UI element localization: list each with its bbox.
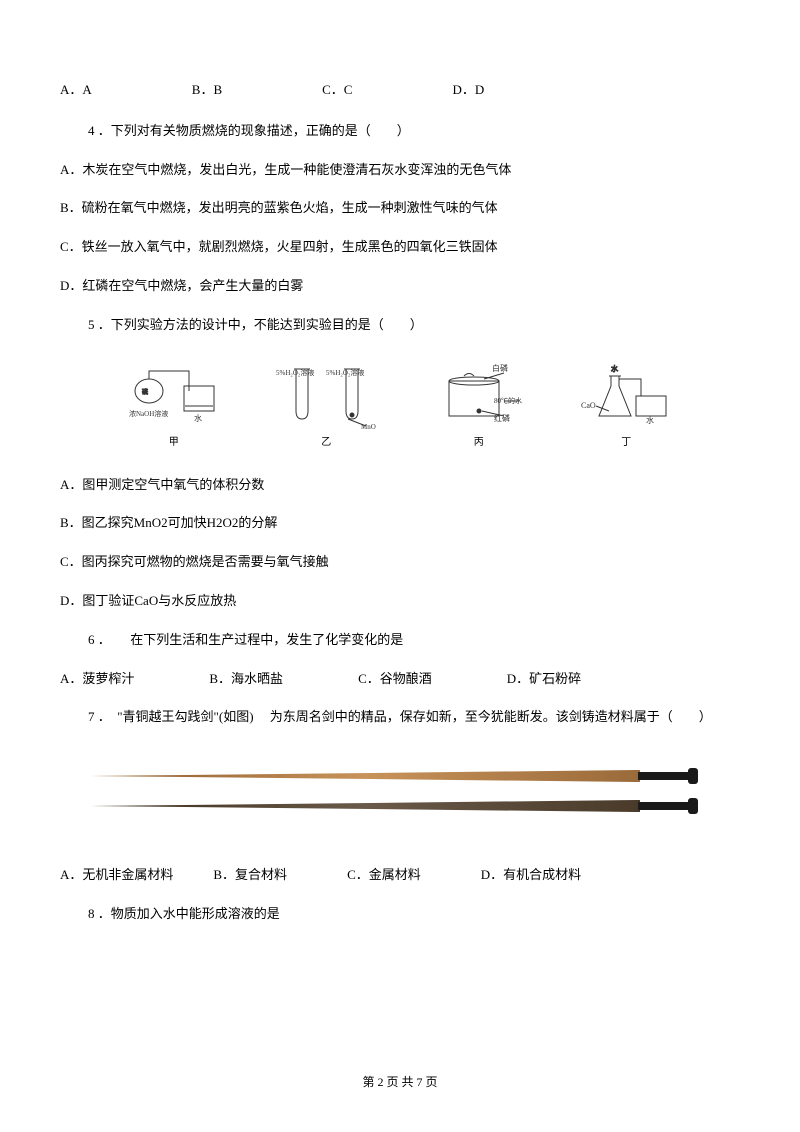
q7-options: A．无机非金属材料 B．复合材料 C．金属材料 D．有机合成材料 <box>60 865 740 886</box>
q7-option-b: B．复合材料 <box>213 865 287 886</box>
q6-option-a: A．菠萝榨汁 <box>60 669 134 690</box>
choice-c: C．C <box>322 80 352 101</box>
svg-text:硫: 硫 <box>142 388 148 396</box>
question-6: 6 ． 在下列生活和生产过程中，发生了化学变化的是 <box>60 630 740 651</box>
bronze-sword-icon <box>80 758 720 828</box>
diagram-bing: 白磷 80℃的水 红磷 丙 <box>434 361 524 451</box>
question-4: 4 ．下列对有关物质燃烧的现象描述，正确的是（ ） <box>60 121 740 142</box>
flask-diagram-icon: 硫 浓NaOH溶液 水 <box>129 361 219 431</box>
q6-options: A．菠萝榨汁 B．海水晒盐 C．谷物酿酒 D．矿石粉碎 <box>60 669 740 690</box>
svg-text:水: 水 <box>194 413 202 423</box>
svg-text:CaO: CaO <box>581 401 596 410</box>
diagram-ding-label: 丁 <box>621 435 631 451</box>
q6-option-c: C．谷物酿酒 <box>358 669 432 690</box>
q7-option-c: C．金属材料 <box>347 865 421 886</box>
choice-a: A．A <box>60 80 92 101</box>
diagram-bing-label: 丙 <box>474 435 484 451</box>
svg-text:5%H₂O₂溶液: 5%H₂O₂溶液 <box>276 368 314 377</box>
diagram-ding: 水 CaO 水 丁 <box>581 361 671 451</box>
q5-option-a: A．图甲测定空气中氧气的体积分数 <box>60 475 740 496</box>
choice-b: B．B <box>192 80 222 101</box>
choice-d: D．D <box>452 80 484 101</box>
erlenmeyer-diagram-icon: 水 CaO 水 <box>581 361 671 431</box>
svg-text:白磷: 白磷 <box>492 363 508 373</box>
q4-option-a: A．木炭在空气中燃烧，发出白光，生成一种能使澄清石灰水变浑浊的无色气体 <box>60 160 740 181</box>
q5-option-d: D．图丁验证CaO与水反应放热 <box>60 591 740 612</box>
svg-text:浓NaOH溶液: 浓NaOH溶液 <box>129 409 168 418</box>
svg-text:水: 水 <box>646 415 654 425</box>
question-5: 5 ．下列实验方法的设计中，不能达到实验目的是（ ） <box>60 315 740 336</box>
svg-text:MnO₂: MnO₂ <box>361 423 376 431</box>
testtube-diagram-icon: 5%H₂O₂溶液 5%H₂O₂溶液 MnO₂ <box>276 361 376 431</box>
page-footer: 第 2 页 共 7 页 <box>0 1073 800 1092</box>
svg-text:水: 水 <box>611 364 618 373</box>
svg-text:5%H₂O₂溶液: 5%H₂O₂溶液 <box>326 368 364 377</box>
diagram-yi-label: 乙 <box>321 435 331 451</box>
q6-option-d: D．矿石粉碎 <box>507 669 581 690</box>
q4-option-c: C．铁丝一放入氧气中，就剧烈燃烧，火星四射，生成黑色的四氧化三铁固体 <box>60 237 740 258</box>
q5-option-c: C．图丙探究可燃物的燃烧是否需要与氧气接触 <box>60 552 740 573</box>
q5-option-b: B．图乙探究MnO2可加快H2O2的分解 <box>60 513 740 534</box>
sword-image <box>80 758 740 835</box>
q7-option-d: D．有机合成材料 <box>481 865 581 886</box>
question-8: 8 ．物质加入水中能形成溶液的是 <box>60 904 740 925</box>
diagram-jia: 硫 浓NaOH溶液 水 甲 <box>129 361 219 451</box>
diagram-yi: 5%H₂O₂溶液 5%H₂O₂溶液 MnO₂ 乙 <box>276 361 376 451</box>
beaker-diagram-icon: 白磷 80℃的水 红磷 <box>434 361 524 431</box>
q4-option-b: B．硫粉在氧气中燃烧，发出明亮的蓝紫色火焰，生成一种刺激性气味的气体 <box>60 198 740 219</box>
q7-option-a: A．无机非金属材料 <box>60 865 173 886</box>
experiment-diagrams: 硫 浓NaOH溶液 水 甲 5%H₂O₂溶液 5%H₂O₂溶液 MnO₂ 乙 <box>100 356 700 451</box>
q6-option-b: B．海水晒盐 <box>209 669 283 690</box>
answer-choices-row: A．A B．B C．C D．D <box>60 80 740 101</box>
svg-text:80℃的水: 80℃的水 <box>494 396 522 405</box>
question-7: 7 ． "青铜越王勾践剑"(如图) 为东周名剑中的精品，保存如新，至今犹能断发。… <box>60 707 740 728</box>
q4-option-d: D．红磷在空气中燃烧，会产生大量的白雾 <box>60 276 740 297</box>
diagram-jia-label: 甲 <box>169 435 179 451</box>
svg-text:红磷: 红磷 <box>494 413 510 423</box>
